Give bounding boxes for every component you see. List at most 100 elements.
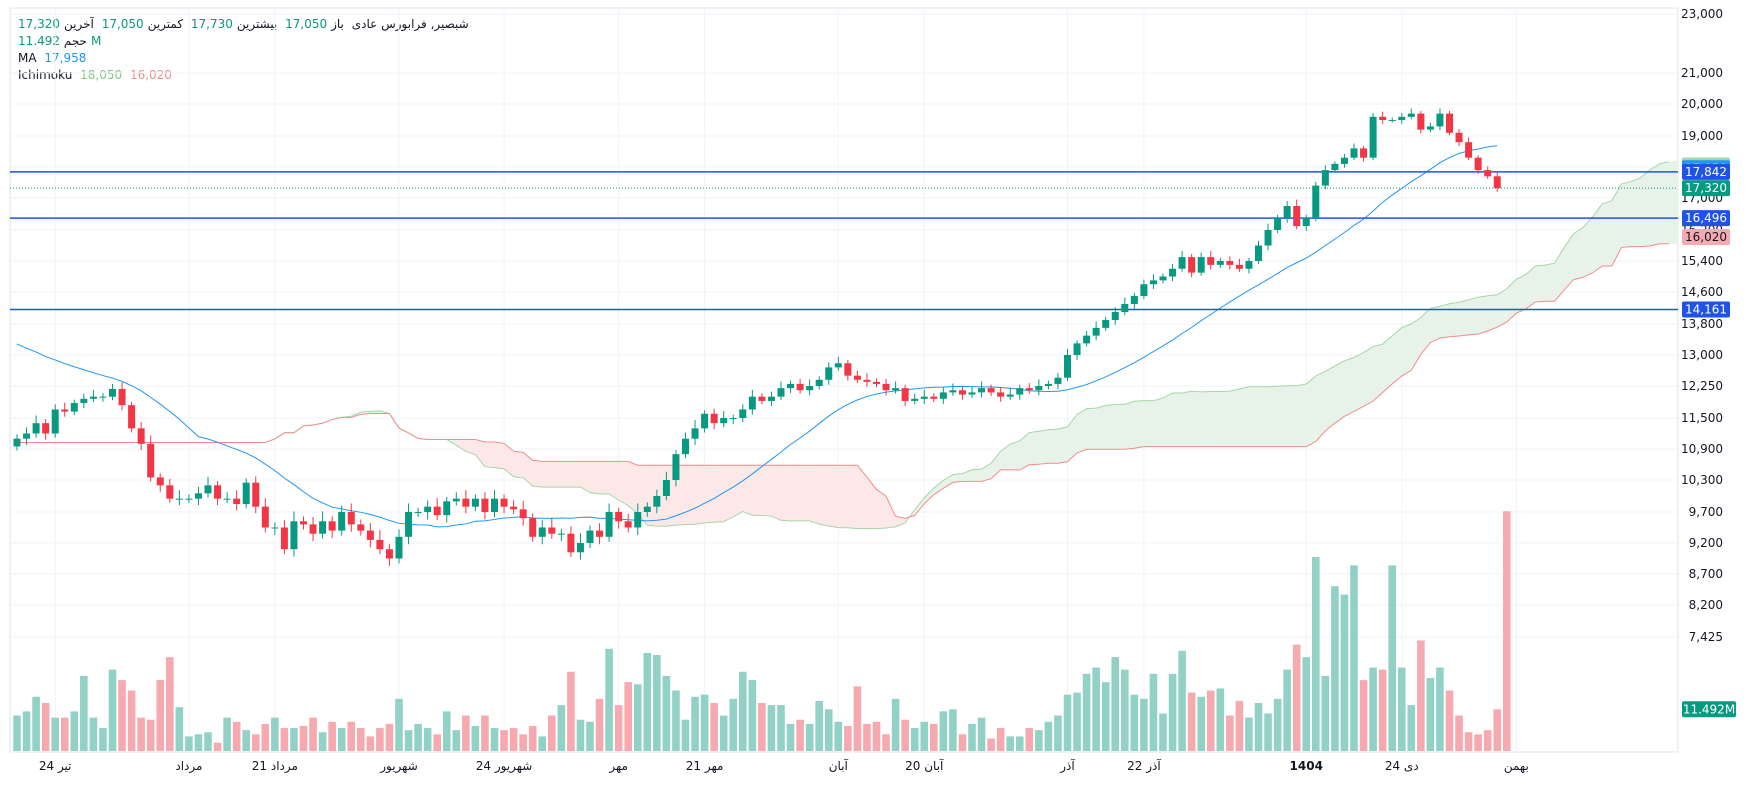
legend-low-label: کمترین [147, 17, 184, 31]
ichimoku-cloud-segment [1153, 397, 1163, 447]
volume-bar [796, 719, 804, 751]
volume-bar [175, 707, 184, 751]
legend-ohlc: شبصیر, فرابورس عادی باز17,050 بیشترین17,… [18, 16, 473, 32]
volume-bar [32, 696, 40, 751]
candle-body [1340, 157, 1348, 164]
ichimoku-cloud-segment [1287, 385, 1297, 447]
price-tick-label: 19,000 [1681, 129, 1723, 143]
legend-open-label: باز [331, 17, 344, 31]
ichimoku-cloud-segment [704, 465, 715, 523]
volume-bar [500, 730, 508, 751]
ichimoku-cloud-segment [1086, 408, 1097, 450]
candle-body [319, 521, 327, 534]
volume-bar [1130, 694, 1139, 751]
volume-bar [60, 717, 69, 751]
ichimoku-cloud-segment [1640, 169, 1651, 247]
volume-bar [1101, 682, 1110, 751]
candle-body [1264, 230, 1272, 246]
legend-close-label: آخرین [64, 17, 94, 31]
legend-ma-label: MA [18, 51, 37, 65]
volume-bar [462, 715, 470, 751]
time-tick-label: آبان [829, 758, 849, 773]
volume-bar [1082, 673, 1091, 751]
ichimoku-cloud-segment [723, 465, 734, 522]
candle-body [901, 388, 909, 401]
candle-body [471, 498, 479, 507]
volume-bar [1388, 565, 1396, 751]
ichimoku-cloud-segment [952, 473, 963, 483]
ichimoku-cloud-segment [1163, 393, 1173, 447]
candle-body [1197, 257, 1205, 273]
volume-bar [471, 725, 480, 751]
ichimoku-cloud-segment [914, 497, 925, 516]
ichimoku-cloud-segment [1659, 161, 1670, 244]
volume-bar [901, 719, 909, 751]
price-tick-label: 15,400 [1681, 254, 1723, 268]
time-tick-label: 20 آبان [905, 758, 944, 773]
ichimoku-cloud-segment [590, 461, 600, 494]
volume-bar [767, 705, 776, 751]
candle-body [662, 480, 670, 496]
volume-bar [987, 738, 995, 751]
candle-body [853, 375, 861, 380]
ichimoku-cloud-segment [542, 461, 552, 488]
legend-volume[interactable]: حجم 11.492M [18, 33, 105, 49]
volume-bar [844, 725, 852, 751]
candle-body [892, 388, 900, 391]
candle-body [338, 512, 346, 531]
ichimoku-cloud-segment [943, 474, 953, 489]
volume-bar [1273, 698, 1282, 751]
candle-body [290, 521, 298, 550]
ichimoku-cloud-segment [733, 465, 743, 517]
candle-body [1169, 268, 1177, 277]
legend-ichimoku[interactable]: Ichimoku 18,050 16,020 [18, 67, 176, 83]
candle-body [1207, 257, 1215, 265]
candle-body [978, 388, 986, 393]
ichimoku-cloud-segment [1191, 391, 1202, 447]
ichimoku-cloud-segment [1535, 265, 1545, 302]
ichimoku-cloud-segment [1583, 216, 1593, 278]
candle-body [987, 388, 995, 393]
volume-bar [1417, 640, 1425, 751]
volume-bar [910, 728, 919, 751]
time-tick-label: 1404 [1290, 759, 1323, 773]
volume-bar [1445, 690, 1454, 751]
ichimoku-cloud-segment [809, 465, 820, 525]
price-tag [1682, 228, 1730, 245]
candle-body [1149, 280, 1157, 285]
volume-bar [815, 700, 823, 751]
ichimoku-cloud-segment [1354, 352, 1364, 412]
candle-body [701, 413, 709, 429]
candle-body [1426, 126, 1434, 130]
volume-bar [958, 734, 967, 751]
ichimoku-cloud-segment [1038, 429, 1049, 465]
candle-body [424, 506, 432, 512]
ichimoku-cloud-segment [714, 465, 724, 523]
volume-bar [357, 728, 365, 751]
volume-bar [280, 728, 289, 751]
volume-bar [395, 698, 403, 751]
volume-bar [251, 734, 260, 751]
time-tick-label: 24 دی [1385, 759, 1419, 773]
ichimoku-cloud-segment [847, 465, 858, 529]
volume-bar [1369, 667, 1377, 751]
candle-body [280, 527, 288, 550]
ichimoku-cloud-segment [1592, 203, 1603, 273]
candle-body [1321, 170, 1329, 186]
volume-bar [385, 723, 394, 751]
ichimoku-cloud-segment [1373, 344, 1383, 402]
candle-body [395, 536, 403, 559]
ichimoku-cloud-segment [494, 442, 505, 469]
ichimoku-cloud-segment [1182, 391, 1192, 447]
volume-bar [557, 705, 566, 751]
price-tick-label: 8,200 [1689, 598, 1723, 612]
ichimoku-cloud-segment [1382, 335, 1393, 393]
candle-body [748, 396, 756, 410]
time-tick-label: بهمن [1504, 759, 1529, 774]
candle-body [223, 498, 231, 500]
ichimoku-cloud-segment [695, 465, 705, 525]
ichimoku-cloud-segment [1029, 431, 1039, 465]
ichimoku-cloud-segment [1010, 440, 1020, 470]
candle-body [1417, 113, 1425, 130]
